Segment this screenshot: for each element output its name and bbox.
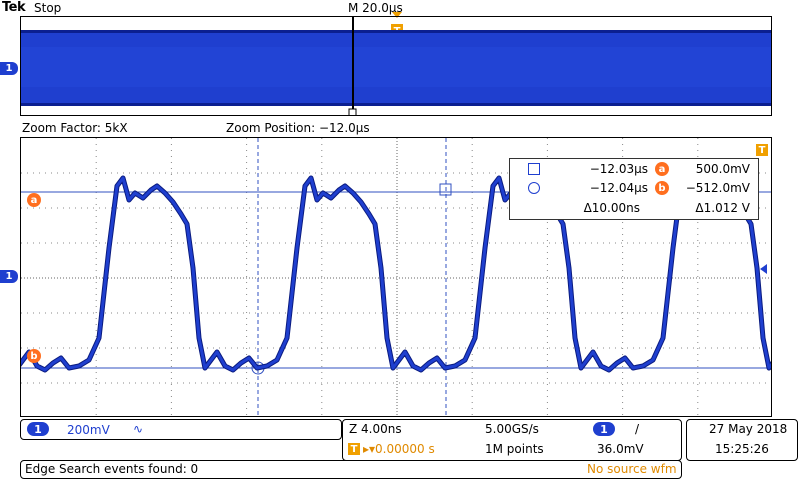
time: 15:25:26 (715, 442, 769, 456)
cursor-readout-panel[interactable]: −12.03µs a 500.0mV −12.04µs b −512.0mV Δ… (509, 158, 759, 220)
channel-1-offset-marker[interactable]: 1 (0, 62, 18, 75)
channel-1-scale: 200mV (67, 423, 110, 437)
zoom-position: Zoom Position: −12.0µs (226, 121, 370, 135)
square-cursor-icon (528, 163, 540, 175)
circle-cursor-icon (528, 182, 540, 194)
brand-logo: Tek (2, 0, 26, 15)
zoom-scale: Z 4.00ns (349, 422, 402, 436)
trigger-level: 36.0mV (597, 442, 644, 456)
date: 27 May 2018 (709, 422, 788, 436)
timebase-readout[interactable]: M 20.0µs (348, 1, 403, 15)
wfm-source-status: No source wfm (587, 462, 677, 476)
reference-a-marker[interactable]: a (27, 193, 41, 207)
channel-1-readout[interactable]: 1 200mV ∿ (20, 419, 342, 440)
trigger-position-value: ▸▾0.00000 s (363, 442, 435, 456)
sample-rate: 5.00GS/s (485, 422, 539, 436)
trigger-slope-icon: / (635, 422, 640, 436)
reference-b-marker[interactable]: b (27, 349, 41, 363)
acquisition-state: Stop (34, 1, 62, 15)
search-results: Edge Search events found: 0 (25, 462, 199, 476)
trigger-position-icon-small: T (348, 443, 360, 455)
trigger-source-badge: 1 (593, 422, 615, 436)
cursor1-time: −12.03µs (589, 162, 648, 176)
cursor-square-handle[interactable] (439, 183, 452, 196)
cursor-delta-level: Δ1.012 V (695, 201, 750, 215)
ac-coupling-icon: ∿ (133, 422, 144, 436)
cursor2-ref-icon: b (655, 181, 669, 195)
record-length: 1M points (485, 442, 544, 456)
zoom-graticule (21, 138, 771, 416)
horizontal-acquisition-readout[interactable]: Z 4.00ns T ▸▾0.00000 s 5.00GS/s 1M point… (342, 419, 682, 461)
date-time-readout: 27 May 2018 15:25:26 (686, 419, 798, 461)
overview-trace (21, 17, 771, 115)
zoom-waveform-window[interactable] (20, 137, 772, 417)
cursor1-level: 500.0mV (695, 162, 750, 176)
channel-1-zoom-marker[interactable]: 1 (0, 270, 18, 283)
top-status-bar: Tek Stop M 20.0µs (0, 0, 800, 16)
cursor-delta-time: Δ10.00ns (583, 201, 640, 215)
cursor1-ref-icon: a (655, 162, 669, 176)
channel-1-badge: 1 (27, 422, 49, 436)
zoom-factor: Zoom Factor: 5kX (22, 121, 128, 135)
cursor2-level: −512.0mV (685, 181, 750, 195)
search-status-bar[interactable]: Edge Search events found: 0 No source wf… (20, 460, 682, 479)
overview-waveform-window[interactable] (20, 16, 772, 116)
waveform-trace (21, 176, 771, 372)
trigger-marker[interactable]: T (756, 144, 768, 156)
cursor2-time: −12.04µs (589, 181, 648, 195)
trigger-level-arrow-icon[interactable] (760, 264, 767, 274)
